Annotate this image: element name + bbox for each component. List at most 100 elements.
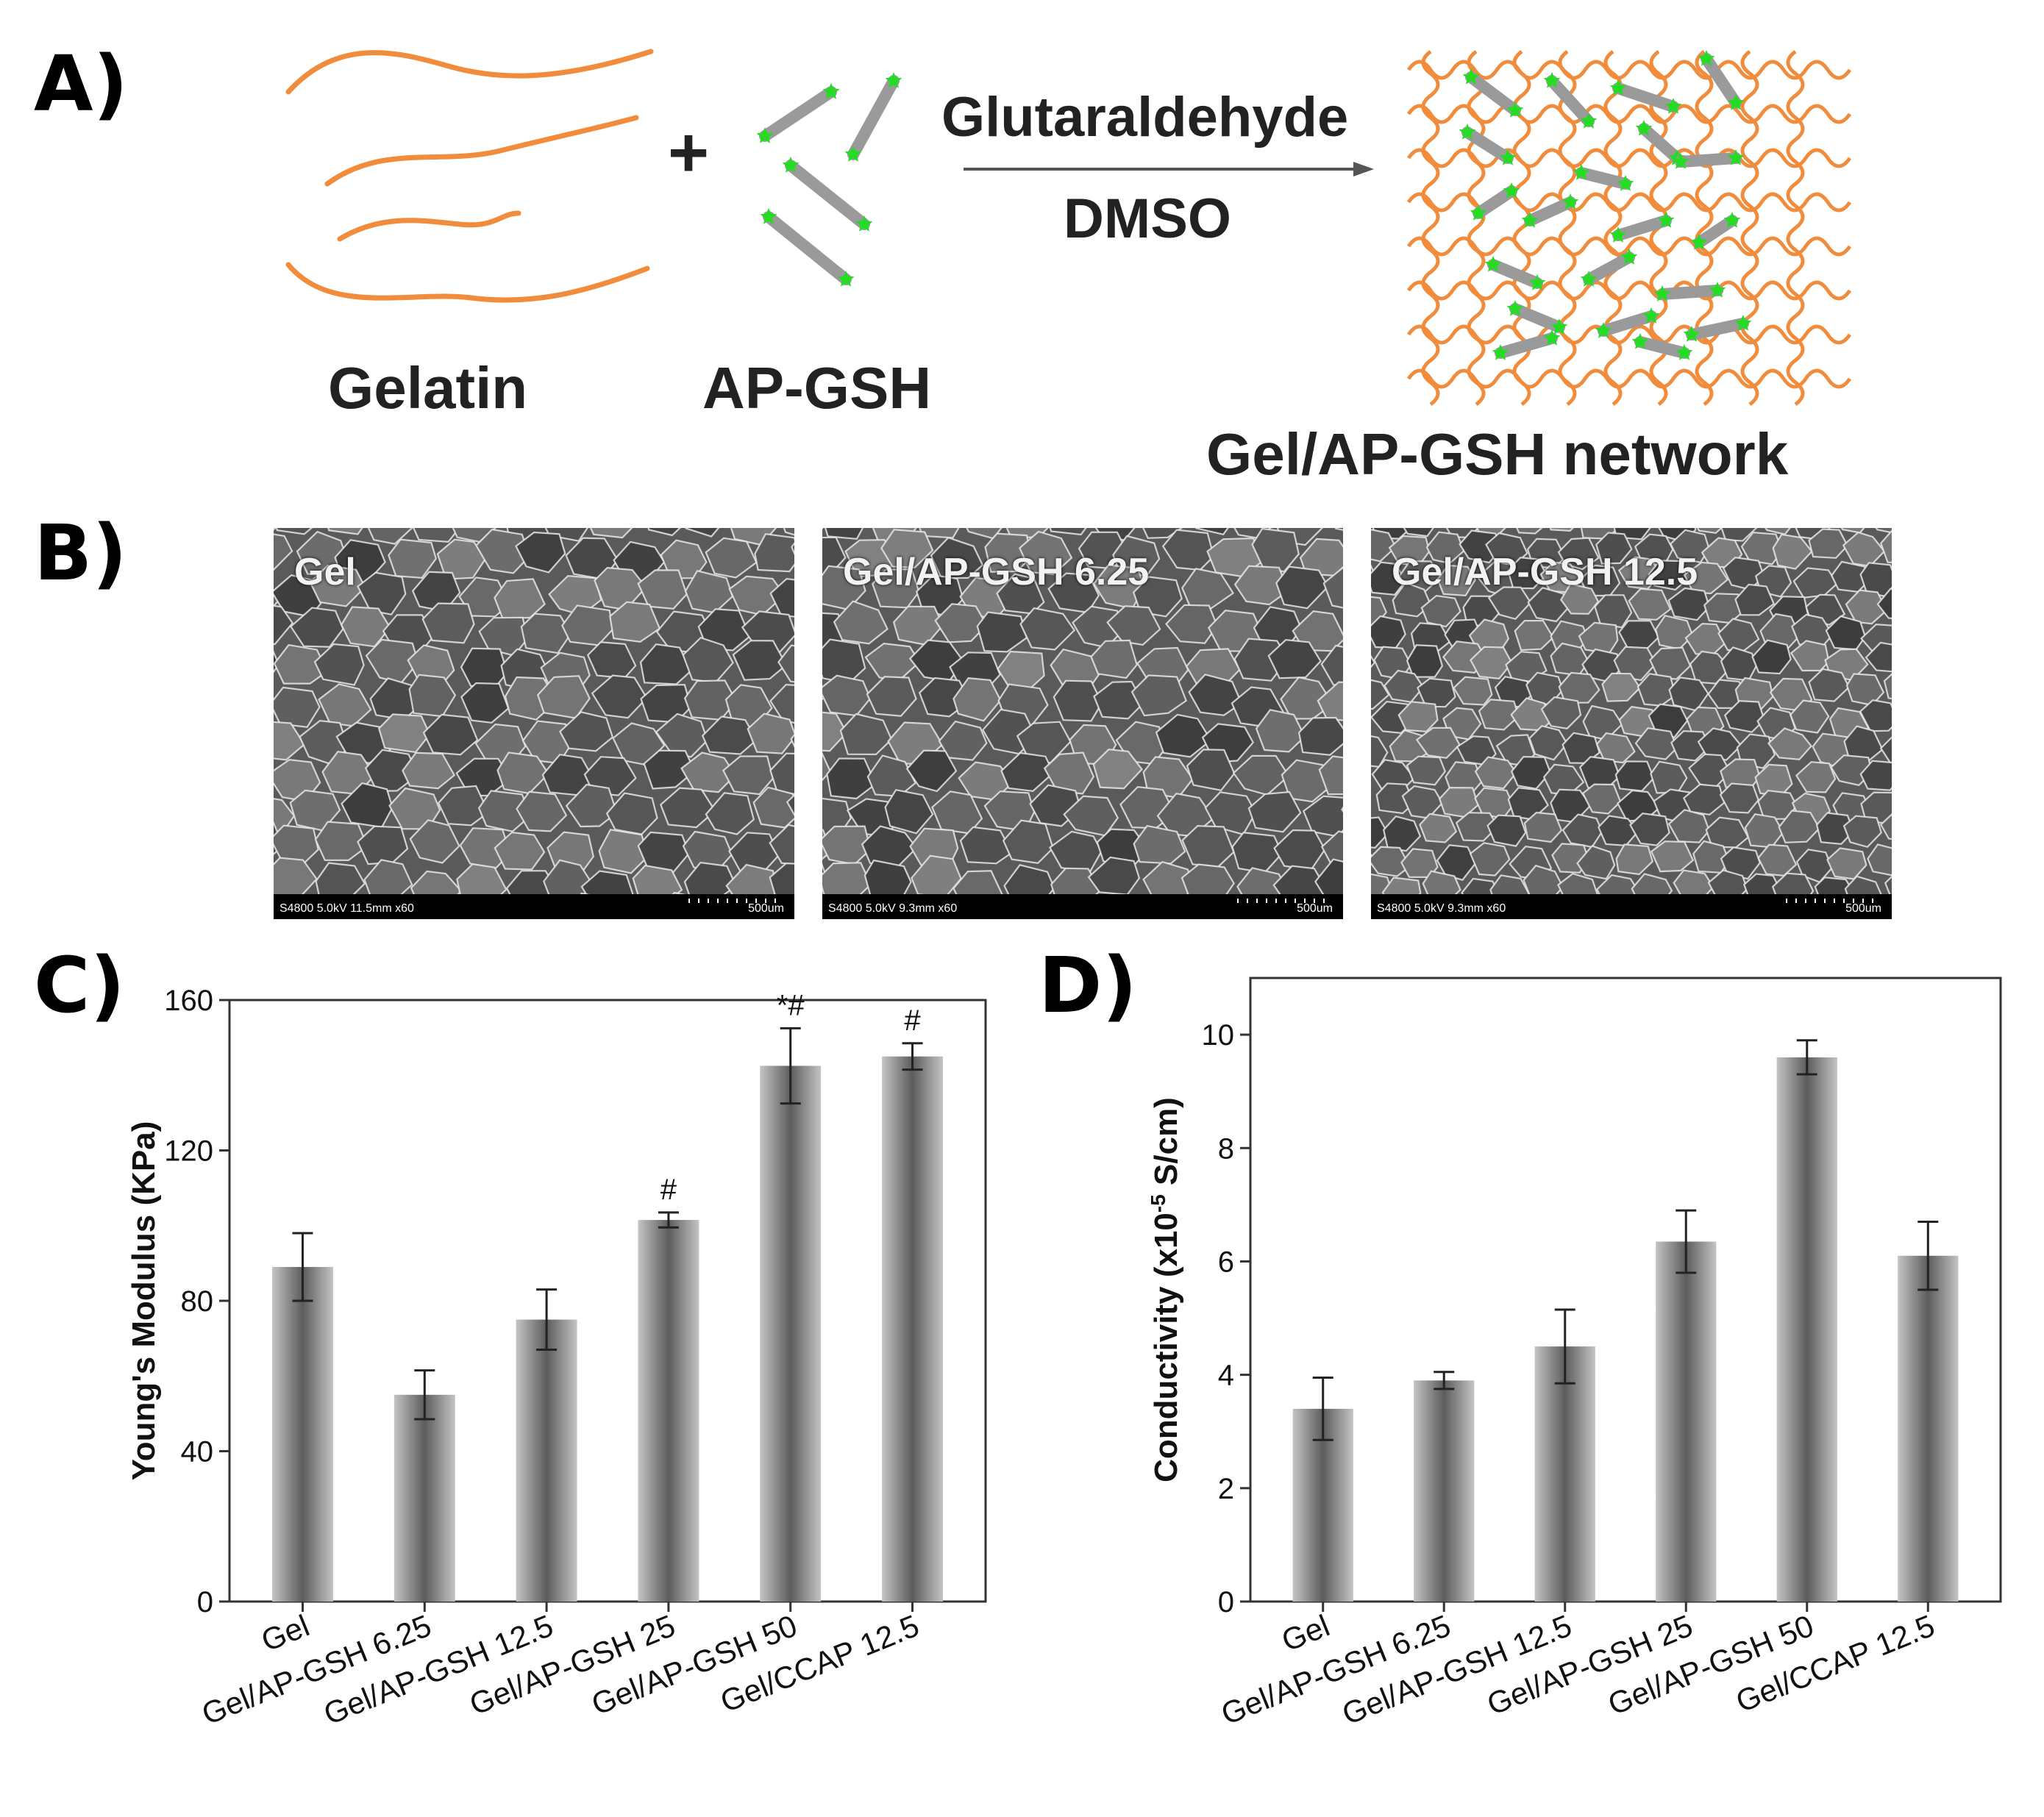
error-bar <box>292 1232 313 1302</box>
ap-rod <box>1693 215 1738 249</box>
sem-image-gel-ap-gsh-6-25: Gel/AP-GSH 6.25 S4800 5.0kV 9.3mm x60 50… <box>822 528 1343 919</box>
significance-mark: *# <box>777 989 805 1021</box>
sem-info-bar: S4800 5.0kV 9.3mm x60 500um <box>822 894 1343 919</box>
gsh-star <box>1698 50 1715 66</box>
bar <box>638 1220 699 1602</box>
error-bar <box>1312 1376 1333 1441</box>
gelatin-chain <box>1421 50 1440 406</box>
ap-rod <box>1612 82 1679 113</box>
gsh-star <box>1727 149 1745 165</box>
significance-mark: # <box>904 1004 921 1037</box>
gsh-star <box>1503 182 1520 199</box>
scale-ticks <box>688 899 784 903</box>
ap-rod <box>1487 259 1543 289</box>
y-tick-label: 40 <box>181 1436 214 1468</box>
gsh-star <box>1506 300 1524 316</box>
error-bar <box>1554 1308 1575 1385</box>
ap-rod <box>759 86 837 142</box>
gsh-star <box>1734 315 1752 331</box>
ap-gsh-molecules <box>756 72 902 287</box>
gsh-star <box>756 127 774 143</box>
gsh-star <box>1462 68 1480 85</box>
bar <box>760 1065 822 1602</box>
gsh-star <box>1635 120 1653 136</box>
panel-label-a: A) <box>34 39 129 129</box>
ap-rod <box>1465 71 1521 116</box>
gsh-star <box>1723 212 1741 228</box>
sem-label: Gel <box>294 551 356 593</box>
sem-image-gel: Gel S4800 5.0kV 11.5mm x60 500um <box>274 528 794 919</box>
gsh-star <box>760 208 777 224</box>
x-tick-label: Gel <box>1277 1608 1334 1658</box>
gsh-star <box>1459 124 1476 140</box>
gsh-star <box>1631 333 1649 349</box>
gsh-star <box>822 83 840 99</box>
gsh-star <box>1609 226 1627 243</box>
bar <box>1534 1346 1595 1602</box>
reagent-glutaraldehyde: Glutaraldehyde <box>941 86 1349 149</box>
gel-ap-gsh-network <box>1406 50 1852 406</box>
bar <box>1898 1255 1959 1602</box>
gsh-star <box>1580 113 1598 129</box>
ap-rod <box>1461 126 1514 164</box>
scheme-diagram <box>285 49 1852 406</box>
gsh-star <box>1528 274 1546 290</box>
gsh-star <box>1499 149 1517 165</box>
ap-rod <box>1701 53 1742 109</box>
gelatin-chain <box>1406 104 1852 124</box>
y-tick-label: 160 <box>164 985 213 1017</box>
y-tick-label: 10 <box>1202 1019 1235 1052</box>
y-tick-label: 120 <box>164 1135 213 1168</box>
bar <box>394 1394 455 1602</box>
gsh-star <box>1580 271 1598 287</box>
error-bar <box>902 1042 923 1071</box>
y-tick-label: 0 <box>1218 1586 1234 1618</box>
error-bar <box>414 1369 435 1421</box>
gsh-star <box>1657 212 1675 228</box>
ap-rod <box>1575 167 1631 190</box>
gelatin-label: Gelatin <box>328 355 528 421</box>
reagent-dmso: DMSO <box>1064 188 1231 250</box>
sem-label: Gel/AP-GSH 12.5 <box>1392 551 1698 593</box>
gelatin-chain <box>1406 148 1852 168</box>
gsh-star <box>1690 234 1708 250</box>
gsh-star <box>1562 193 1579 210</box>
gelatin-chain <box>1695 50 1714 406</box>
gsh-star <box>1484 256 1502 272</box>
bar <box>1776 1057 1837 1602</box>
sem-label: Gel/AP-GSH 6.25 <box>843 551 1150 593</box>
panel-label-d: D) <box>1039 940 1137 1030</box>
gsh-star <box>885 72 902 88</box>
y-tick-label: 8 <box>1218 1132 1234 1165</box>
ap-rod <box>1638 123 1683 164</box>
plus-sign: + <box>668 113 710 192</box>
ap-rod <box>1686 318 1749 340</box>
ap-rod <box>1546 75 1595 127</box>
panel-label-b: B) <box>34 508 127 598</box>
gsh-star <box>1543 329 1561 346</box>
y-tick-label: 0 <box>197 1586 213 1618</box>
gsh-star <box>1653 285 1671 301</box>
bar <box>882 1056 943 1602</box>
sem-image-gel-ap-gsh-12-5: Gel/AP-GSH 12.5 S4800 5.0kV 9.3mm x60 50… <box>1371 528 1892 919</box>
ap-rod <box>1675 152 1742 168</box>
error-bar <box>658 1211 679 1229</box>
plot-frame <box>1249 977 2002 1603</box>
ap-rod <box>1473 185 1517 219</box>
ap-rod <box>785 160 870 230</box>
gsh-star <box>1609 79 1627 96</box>
gsh-star <box>1521 212 1539 228</box>
panel-label-c: C) <box>34 940 125 1030</box>
ap-rod <box>1634 336 1690 359</box>
gsh-star <box>837 271 855 287</box>
ap-gsh-label: AP-GSH <box>702 355 932 421</box>
gsh-star <box>1595 322 1612 338</box>
bar <box>272 1266 333 1602</box>
gsh-star <box>782 157 800 173</box>
sem-meta: S4800 5.0kV 9.3mm x60 <box>828 902 958 915</box>
error-bar <box>1676 1209 1697 1274</box>
bar <box>516 1319 577 1602</box>
ap-rod <box>763 211 852 285</box>
